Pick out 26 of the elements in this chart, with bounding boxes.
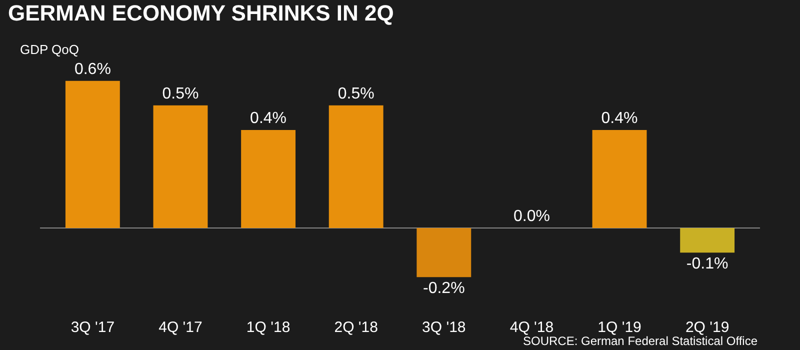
bar [65,80,120,228]
chart-subtitle: GDP QoQ [20,42,80,57]
x-tick-label: 2Q '18 [334,319,378,336]
bar [416,228,472,278]
data-label: -0.1% [686,256,728,273]
x-tick-label: 2Q '19 [685,319,730,336]
data-label: 0.4% [601,110,638,127]
bar [153,105,208,228]
data-label: 0.0% [513,208,550,226]
data-label: 0.6% [74,60,111,78]
source-note: SOURCE: German Federal Statistical Office [523,334,758,348]
bar [680,228,735,253]
x-tick-label: 4Q '17 [158,319,202,336]
data-label: 0.5% [162,85,199,102]
chart-title: GERMAN ECONOMY SHRINKS IN 2Q [8,0,394,26]
x-tick-label: 3Q '18 [422,319,466,336]
x-tick-label: 1Q '18 [246,319,290,336]
x-tick-label: 3Q '17 [70,319,115,336]
bar [328,105,384,228]
data-label: 0.4% [250,110,287,127]
bar [241,130,296,228]
data-label: -0.2% [423,280,465,298]
bar [592,130,647,228]
x-tick-label: 1Q '19 [598,319,642,336]
x-tick-label: 4Q '18 [510,319,554,336]
data-label: 0.5% [338,85,374,102]
